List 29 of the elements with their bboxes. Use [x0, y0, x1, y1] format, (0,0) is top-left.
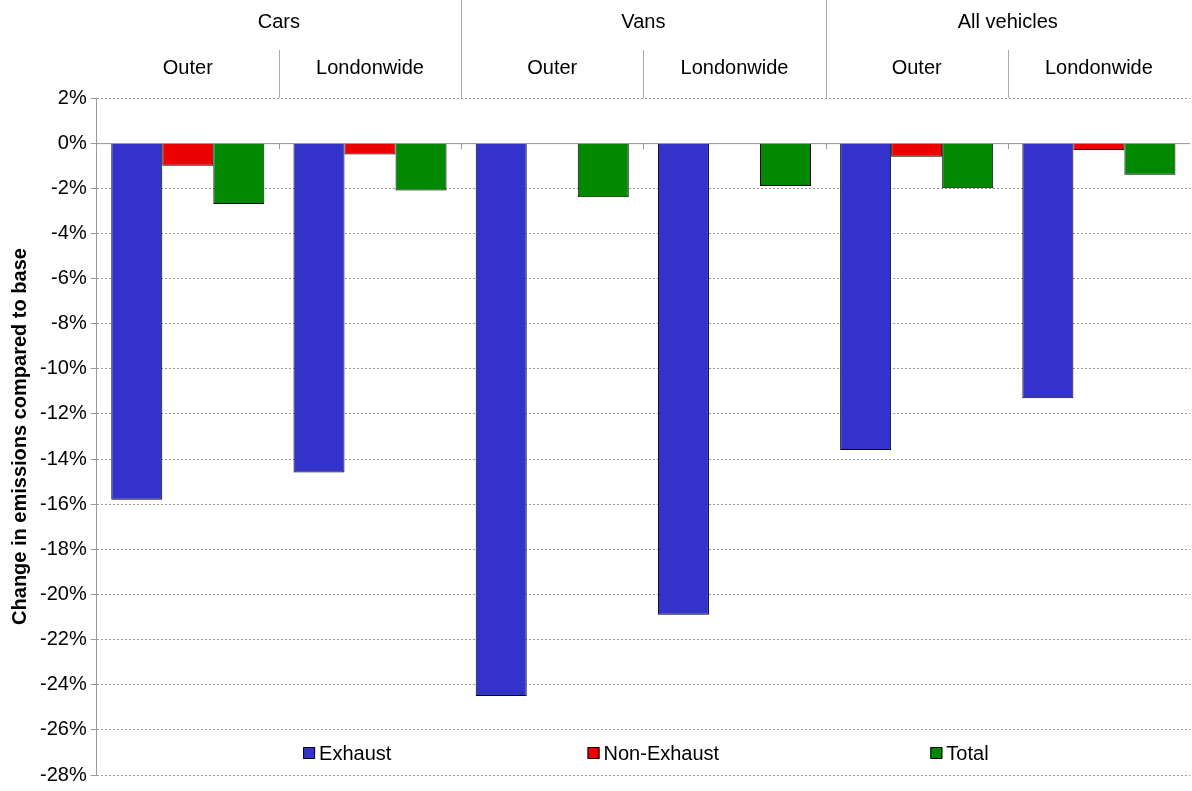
y-tick-label: -16% — [39, 491, 87, 514]
y-tick-label: -24% — [39, 672, 87, 695]
legend-label: Total — [946, 741, 989, 764]
x-tick-label: Londonwide — [316, 55, 424, 78]
y-tick-label: 2% — [57, 85, 87, 108]
x-tick-label: Outer — [527, 55, 578, 78]
x-tick-label: Londonwide — [1044, 55, 1153, 78]
y-tick-label: -10% — [39, 356, 87, 379]
text: All vehicles — [957, 9, 1058, 32]
legend-label: Non-Exhaust — [603, 741, 720, 764]
y-tick-label: -20% — [39, 581, 87, 604]
text: Vans — [621, 9, 666, 32]
x-tick-label: Outer — [162, 55, 214, 78]
y-axis-title: Change in emissions compared to base — [7, 248, 30, 625]
y-tick-label: 0% — [57, 130, 87, 153]
y-tick-label: -28% — [39, 762, 87, 785]
x-tick-label: Londonwide — [680, 55, 789, 78]
y-tick-label: -8% — [51, 311, 87, 334]
y-tick-label: -4% — [51, 220, 87, 243]
text: Cars — [257, 9, 301, 32]
y-tick-label: -22% — [39, 627, 87, 650]
x-tick-label: Outer — [891, 55, 943, 78]
y-tick-label: -26% — [39, 717, 87, 740]
y-tick-label: -6% — [51, 266, 87, 289]
y-tick-label: -18% — [39, 536, 87, 559]
y-tick-label: -14% — [39, 446, 87, 469]
legend-label: Exhaust — [319, 741, 392, 764]
y-tick-label: -2% — [51, 175, 87, 198]
y-tick-label: -12% — [39, 401, 87, 424]
